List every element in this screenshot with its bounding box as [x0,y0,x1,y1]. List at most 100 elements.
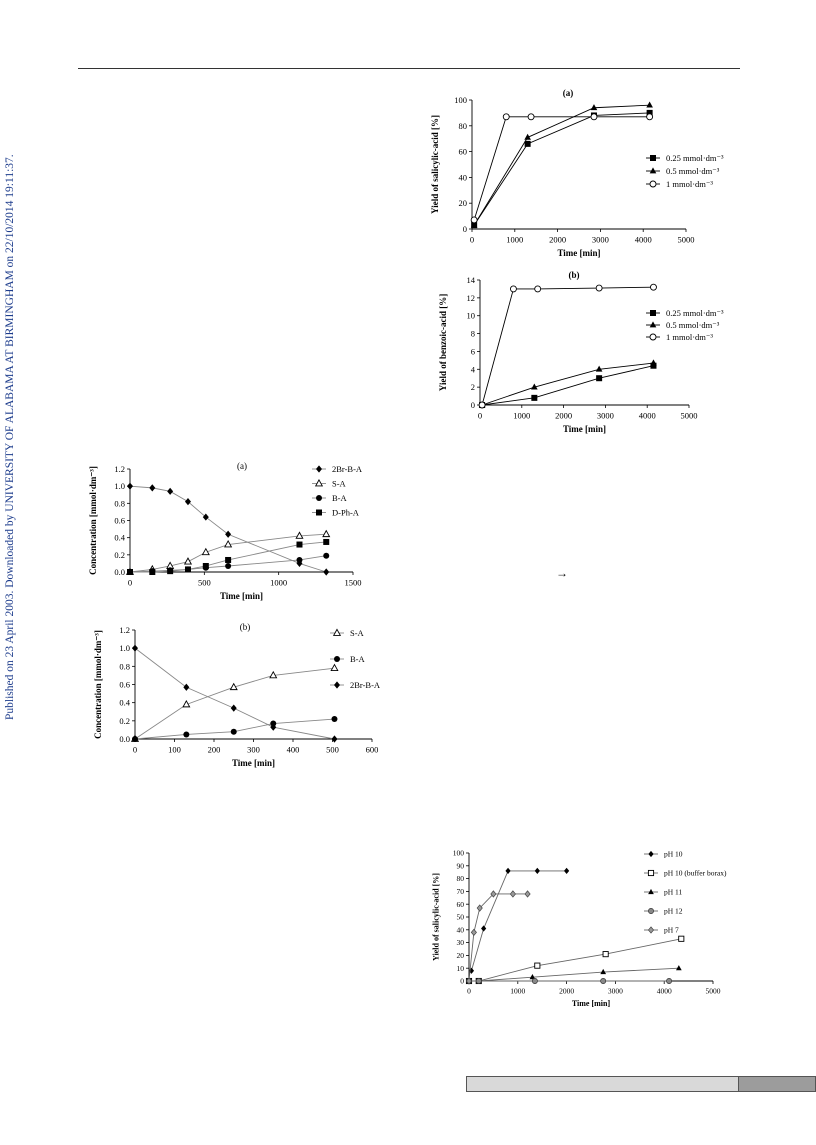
x-tick-label: 2000 [549,235,566,245]
data-point [184,498,191,506]
x-tick-label: 3000 [597,411,614,421]
x-tick-label: 1000 [513,411,530,421]
data-point [527,113,535,121]
legend-marker [314,478,324,487]
x-tick-label: 0 [478,411,482,421]
y-tick-label: 40 [459,172,468,182]
legend-marker [648,908,654,914]
series-line [471,870,567,971]
series-line [473,112,650,226]
y-tick-label: 12 [467,293,476,303]
chart-title: (a) [563,88,574,98]
y-tick-label: 100 [453,849,465,858]
chart-title: (b) [240,622,251,632]
series-line [473,116,650,221]
data-point [296,556,303,563]
x-axis-label: Time [min] [232,758,275,768]
legend-label: pH 10 [664,850,683,859]
data-point [323,538,330,545]
x-tick-label: 4000 [639,411,656,421]
x-tick-label: 5000 [706,987,721,996]
data-point [183,731,190,738]
legend-label: B-A [332,493,348,503]
data-point [646,113,654,121]
chart-title: (a) [237,461,247,471]
download-watermark[interactable]: Published on 23 April 2003. Downloaded b… [4,154,16,720]
x-tick-label: 0 [467,987,471,996]
legend-marker [334,656,340,662]
x-axis-label: Time [min] [563,424,606,434]
data-point [646,101,653,108]
y-axis-label: Yield of salicylic-acid [%] [431,873,440,961]
data-point [167,487,174,495]
data-point [534,962,541,969]
data-point [127,569,133,575]
data-point [529,974,536,980]
data-point [531,978,538,984]
y-tick-label: 0.0 [119,734,130,744]
data-point [502,113,510,121]
x-tick-label: 600 [366,745,379,755]
y-tick-label: 80 [459,121,468,131]
data-point [524,140,531,147]
x-tick-label: 200 [208,745,221,755]
y-tick-label: 1.0 [119,643,130,653]
legend-label: B-A [350,654,366,664]
data-point [524,133,531,140]
footer-bar-segment [738,1077,815,1091]
series-line [473,104,650,226]
legend-marker [650,155,656,161]
y-tick-label: 0 [463,224,467,234]
data-point [475,978,482,984]
data-point [183,683,190,691]
y-tick-label: 0 [460,977,464,986]
x-tick-label: 0 [128,578,132,588]
legend-label: 0.5 mmol·dm⁻³ [666,166,720,176]
data-point [149,569,156,575]
legend-label: 2Br-B-A [350,680,381,690]
x-tick-label: 2000 [559,987,574,996]
data-point [225,556,232,563]
legend-marker [332,628,342,636]
data-point [225,530,232,538]
x-tick-label: 3000 [592,235,609,245]
x-tick-label: 400 [287,745,300,755]
y-tick-label: 6 [471,346,475,356]
legend-label: 0.5 mmol·dm⁻³ [666,320,720,330]
series-line [469,967,679,982]
y-tick-label: 0.6 [114,515,125,525]
data-point [296,541,303,548]
data-point [476,904,483,912]
data-point [230,704,237,712]
x-tick-label: 1000 [270,578,287,588]
legend-marker [649,167,657,174]
x-axis-label: Time [min] [557,248,600,258]
data-point [295,531,304,539]
y-tick-label: 0.2 [119,716,130,726]
legend-label: D-Ph-A [332,507,360,517]
legend-label: 2Br-B-A [332,464,363,474]
legend-marker [647,869,655,877]
legend-marker [334,681,340,689]
y-tick-label: 0.6 [119,679,130,689]
data-point [602,951,609,958]
y-axis-label: Yield of salicylic-acid [%] [430,115,440,214]
y-tick-label: 0 [471,400,475,410]
series-line [481,362,654,406]
data-point [184,566,191,573]
data-point [509,285,517,293]
data-point [650,283,657,291]
series-line [129,533,327,573]
y-tick-label: 0.0 [114,567,125,577]
y-axis-label: Concentration [mmol·dm⁻³] [88,466,98,575]
y-tick-label: 0.4 [114,533,125,543]
data-point [183,557,193,565]
data-point [465,977,473,985]
legend-label: 1 mmol·dm⁻³ [666,179,713,189]
x-tick-label: 100 [168,745,181,755]
y-tick-label: 1.2 [119,625,130,635]
y-tick-label: 60 [457,900,465,909]
reaction-arrow: → [556,566,568,580]
data-point [650,359,657,366]
